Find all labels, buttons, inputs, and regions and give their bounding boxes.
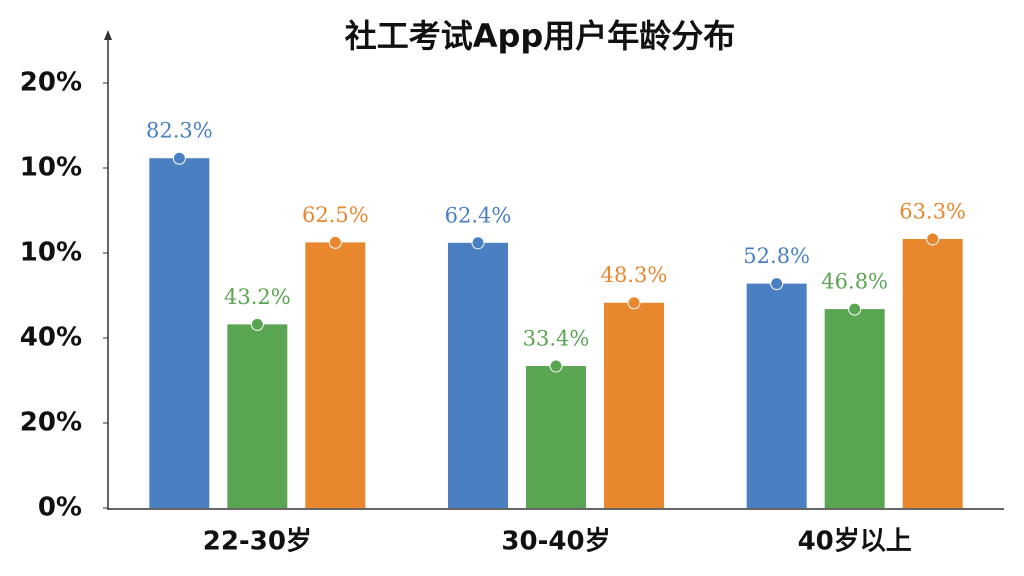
bar-marker — [627, 296, 641, 310]
bar — [526, 366, 586, 508]
bar-marker — [172, 151, 186, 165]
bar-marker — [926, 232, 940, 246]
bar-marker — [848, 302, 862, 316]
y-axis-arrow — [104, 30, 112, 40]
bar-marker — [250, 317, 264, 331]
bar-marker — [549, 359, 563, 373]
value-label: 63.3% — [899, 199, 966, 223]
value-label: 43.2% — [224, 285, 291, 309]
value-label: 62.4% — [445, 203, 512, 227]
y-tick-label: 10% — [20, 153, 82, 183]
y-tick-label: 10% — [20, 238, 82, 268]
bar — [824, 309, 885, 508]
y-tick-label: 20% — [20, 68, 82, 98]
bar-marker — [471, 236, 485, 250]
value-label: 46.8% — [821, 270, 888, 294]
bar — [604, 302, 664, 508]
bar — [902, 238, 963, 508]
x-tick-label: 40岁以上 — [798, 526, 912, 557]
x-tick-label: 30-40岁 — [501, 526, 610, 557]
x-tick-label: 22-30岁 — [203, 526, 312, 557]
value-label: 62.5% — [302, 203, 369, 227]
value-label: 52.8% — [743, 244, 810, 268]
chart-title: 社工考试App用户年龄分布 — [345, 17, 736, 55]
bar-marker — [328, 235, 342, 249]
value-label: 82.3% — [146, 119, 213, 143]
bar — [149, 158, 210, 508]
bar — [305, 242, 366, 508]
y-tick-label: 40% — [20, 323, 82, 353]
bar — [746, 283, 807, 508]
bar — [448, 242, 508, 509]
y-tick-label: 0% — [38, 493, 82, 523]
y-tick-label: 20% — [20, 408, 82, 438]
value-label: 33.4% — [523, 327, 590, 351]
bar — [227, 324, 288, 508]
bar-marker — [770, 277, 784, 291]
value-label: 48.3% — [601, 263, 668, 287]
